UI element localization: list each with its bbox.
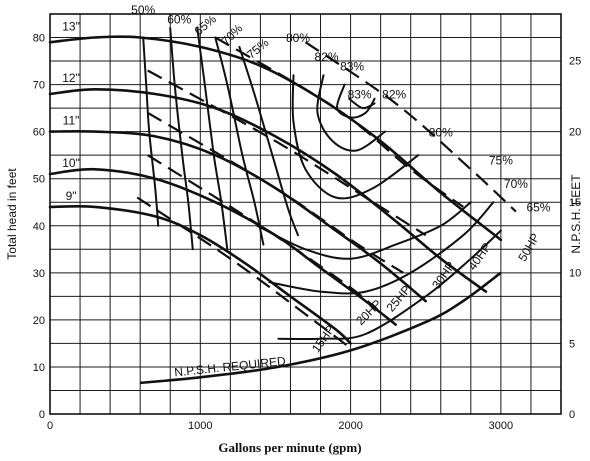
power-label: 50HP bbox=[515, 231, 542, 264]
efficiency-curve-75pct bbox=[238, 45, 299, 237]
efficiency-label: 70% bbox=[219, 21, 246, 48]
power-line-50hp bbox=[304, 41, 517, 213]
curves bbox=[48, 27, 517, 385]
impeller-curve-10in bbox=[48, 167, 397, 326]
y-tick-label: 10 bbox=[33, 362, 45, 374]
y-tick-label: 60 bbox=[33, 127, 45, 139]
efficiency-curve-65pct bbox=[277, 229, 502, 341]
grid bbox=[50, 14, 561, 414]
efficiency-label: 80% bbox=[286, 31, 310, 45]
y-tick-label: 20 bbox=[33, 315, 45, 327]
power-label: 40HP bbox=[465, 240, 494, 273]
x-tick-label: 2000 bbox=[338, 420, 362, 432]
x-tick-label: 3000 bbox=[489, 420, 513, 432]
y-tick-label: 80 bbox=[33, 33, 45, 45]
efficiency-curve-75pct bbox=[256, 201, 472, 260]
x-axis-title: Gallons per minute (gpm) bbox=[218, 440, 361, 455]
impeller-curve-11in bbox=[48, 129, 427, 303]
efficiency-label: 70% bbox=[504, 177, 528, 191]
efficiency-curve-70pct bbox=[268, 201, 495, 295]
y-axis-title: Total head in feet bbox=[5, 168, 19, 260]
power-line-30hp bbox=[147, 69, 427, 237]
efficiency-label: 82% bbox=[382, 88, 406, 102]
impeller-curve-13in bbox=[48, 35, 503, 242]
efficiency-curve-80pct bbox=[291, 74, 420, 200]
impeller-curve-12in bbox=[48, 87, 488, 293]
y2-tick-label: 20 bbox=[569, 126, 581, 138]
efficiency-label: 83% bbox=[340, 59, 364, 73]
efficiency-label: 80% bbox=[429, 125, 453, 139]
efficiency-label: 65% bbox=[526, 201, 550, 215]
y2-tick-label: 0 bbox=[569, 409, 575, 421]
y-tick-label: 40 bbox=[33, 221, 45, 233]
efficiency-label: 75% bbox=[489, 154, 513, 168]
x-tick-label: 1000 bbox=[188, 420, 212, 432]
efficiency-label: 50% bbox=[131, 3, 155, 17]
efficiency-label: 83% bbox=[348, 88, 372, 102]
y2-axis-title: N.P.S.H. FEET bbox=[569, 174, 583, 254]
y-tick-label: 50 bbox=[33, 174, 45, 186]
efficiency-label: 65% bbox=[192, 12, 220, 38]
efficiency-curve-50pct bbox=[142, 36, 160, 227]
impeller-curve-9in bbox=[48, 204, 352, 345]
efficiency-curve-83pct bbox=[348, 97, 376, 110]
y2-tick-label: 25 bbox=[569, 56, 581, 68]
axis-ticks: 0 1000 2000 3000 0 10 20 30 40 50 60 70 80 0 5 10 15 20 25 bbox=[33, 33, 582, 432]
y2-tick-label: 5 bbox=[569, 338, 575, 350]
y-tick-label: 30 bbox=[33, 268, 45, 280]
efficiency-label: 60% bbox=[167, 12, 191, 26]
npsh-required-curve bbox=[140, 271, 502, 385]
impeller-label: 11" bbox=[63, 114, 80, 128]
y2-tick-label: 10 bbox=[569, 268, 581, 280]
y2-tick-label: 15 bbox=[569, 197, 581, 209]
curve-labels: 13"12"11"10"9"50%60% 65% 70%75% 80%82%83%83… bbox=[62, 3, 551, 380]
efficiency-curve-82pct bbox=[316, 74, 387, 152]
efficiency-curve-60pct bbox=[169, 27, 194, 251]
efficiency-curve-70pct bbox=[214, 36, 265, 246]
efficiency-label: 75% bbox=[244, 35, 272, 61]
y-tick-label: 70 bbox=[33, 80, 45, 92]
efficiency-label: 82% bbox=[315, 50, 339, 64]
impeller-label: 12" bbox=[62, 71, 80, 85]
impeller-label: 9" bbox=[66, 189, 77, 203]
x-tick-label: 0 bbox=[47, 420, 53, 432]
impeller-label: 10" bbox=[62, 156, 80, 170]
power-line-15hp bbox=[136, 196, 352, 349]
y-tick-label: 0 bbox=[39, 409, 45, 421]
impeller-label: 13" bbox=[62, 19, 80, 33]
plot-frame bbox=[49, 13, 562, 415]
